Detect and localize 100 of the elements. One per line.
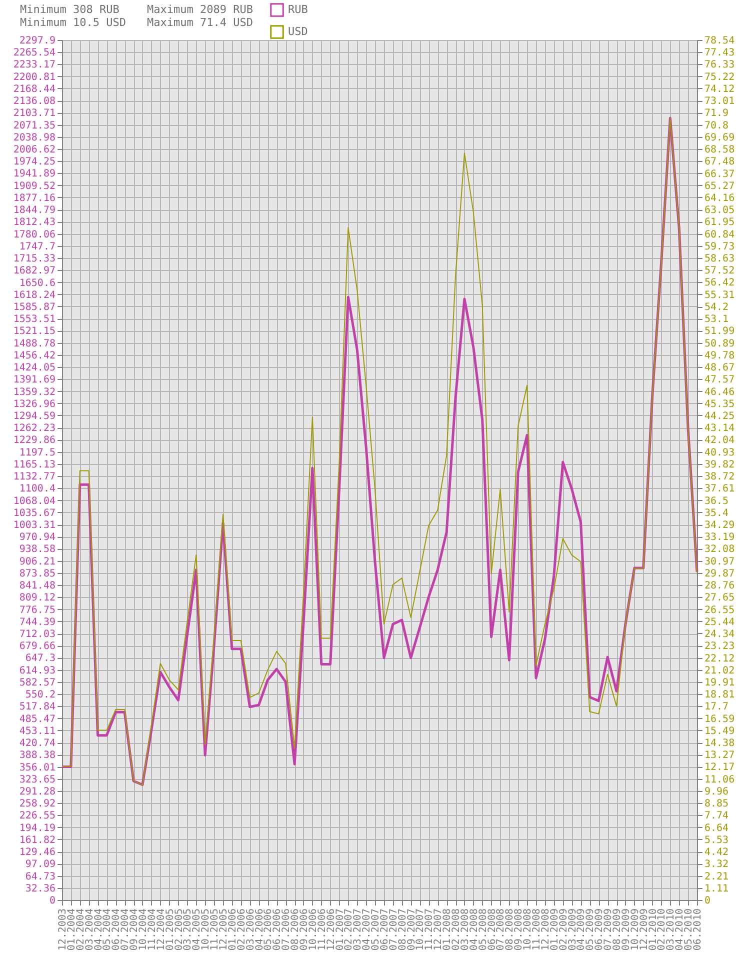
x-tick-label: 04.2008 [468, 908, 480, 951]
y2-tick-label: 73.01 [704, 96, 735, 108]
y-tick-label: 1326.96 [13, 398, 56, 410]
y2-tick-label: 47.57 [704, 374, 735, 386]
x-tick-label: 03.2008 [460, 908, 471, 951]
y2-tick-label: 6.64 [704, 822, 729, 834]
y-tick-label: 129.46 [19, 847, 56, 858]
y-tick-label: 1488.78 [13, 338, 56, 350]
y2-tick-label: 11.06 [704, 774, 735, 786]
y2-tick-label: 35.4 [704, 508, 729, 519]
x-tick-label: 12.2003 [58, 908, 68, 951]
x-tick-label: 01.2005 [164, 908, 176, 951]
y-tick-label: 517.84 [19, 702, 56, 713]
y2-tick-label: 38.72 [704, 472, 735, 483]
y-tick-label: 647.3 [25, 653, 56, 664]
y2-tick-label: 77.43 [704, 48, 735, 59]
y-tick-label: 1035.67 [13, 508, 56, 519]
y-tick-label: 2038.98 [13, 132, 56, 144]
y-tick-label: 226.55 [19, 810, 56, 822]
y2-tick-label: 70.8 [704, 120, 729, 132]
x-tick-label: 11.2006 [316, 908, 328, 951]
x-tick-label: 08.2007 [397, 908, 408, 951]
y-tick-label: 2136.08 [13, 96, 56, 108]
y2-tick-label: 34.29 [704, 520, 735, 532]
y-tick-label: 1974.25 [13, 156, 56, 168]
y2-tick-label: 19.91 [704, 677, 735, 688]
y2-tick-label: 55.31 [704, 290, 735, 301]
y-tick-label: 64.73 [25, 871, 56, 882]
y-tick-label: 1812.43 [13, 217, 56, 228]
y-tick-label: 32.36 [25, 883, 56, 894]
text: Maximum 2089 RUB [147, 3, 253, 16]
y-tick-label: 1100.4 [19, 484, 56, 495]
text: Minimum 10.5 USD [20, 16, 126, 29]
y2-tick-label: 30.97 [704, 556, 735, 568]
y2-tick-label: 69.69 [704, 132, 735, 144]
x-tick-label: 05.2008 [478, 908, 489, 951]
y2-tick-label: 27.65 [704, 592, 735, 604]
y2-tick-label: 22.12 [704, 653, 735, 664]
x-tick-label: 01.2009 [549, 908, 560, 951]
y2-tick-label: 75.22 [704, 72, 735, 83]
y-tick-label: 194.19 [19, 822, 56, 834]
y-tick-label: 679.66 [19, 641, 56, 652]
x-tick-label: 02.2004 [75, 908, 86, 951]
x-tick-label: 07.2007 [388, 908, 400, 951]
y2-tick-label: 29.87 [704, 568, 735, 580]
y2-tick-label: 59.73 [704, 241, 735, 252]
y-tick-label: 906.21 [19, 556, 56, 568]
y2-tick-label: 56.42 [704, 278, 735, 289]
y2-tick-label: 74.12 [704, 84, 735, 95]
y2-tick-label: 63.05 [704, 205, 735, 216]
y2-tick-label: 43.14 [704, 423, 735, 434]
y2-tick-label: 39.82 [704, 459, 735, 470]
y-tick-label: 1229.86 [13, 435, 56, 446]
x-tick-label: 01.2006 [227, 908, 238, 951]
y2-tick-label: 36.5 [704, 496, 729, 507]
y2-tick-label: 4.42 [704, 847, 729, 858]
y2-tick-label: 67.48 [704, 156, 735, 168]
y-tick-label: 0 [49, 896, 56, 906]
y2-tick-label: 16.59 [704, 714, 735, 725]
y-tick-label: 1682.97 [13, 266, 56, 277]
y2-tick-label: 54.2 [704, 302, 729, 314]
y2-tick-label: 21.02 [704, 665, 735, 676]
y2-tick-label: 23.23 [704, 641, 735, 652]
y2-tick-label: 28.76 [704, 580, 735, 592]
y-tick-label: 2168.44 [13, 84, 56, 95]
y-tick-label: 2265.54 [13, 48, 56, 59]
y2-tick-label: 0 [704, 896, 711, 906]
y-tick-label: 485.47 [19, 714, 56, 725]
x-tick-label: 02.2006 [236, 908, 248, 951]
y2-tick-label: 44.25 [704, 410, 735, 422]
y2-tick-label: 7.74 [704, 810, 729, 822]
legend-label: USD [288, 25, 308, 38]
y2-tick-label: 15.49 [704, 726, 735, 737]
legend-label: RUB [288, 3, 308, 16]
y2-tick-label: 48.67 [704, 362, 735, 374]
y-tick-label: 1132.77 [13, 472, 56, 483]
y2-tick-label: 26.55 [704, 604, 735, 616]
y-tick-label: 1650.6 [19, 278, 56, 289]
y-tick-label: 1877.16 [13, 192, 56, 204]
y-tick-label: 2006.62 [13, 144, 56, 156]
text: Minimum 308 RUB [20, 3, 120, 16]
y-tick-label: 2200.81 [13, 72, 56, 83]
x-tick-label: 09.2006 [298, 908, 310, 951]
y-tick-label: 1585.87 [13, 302, 56, 313]
y-tick-label: 1068.04 [13, 496, 56, 507]
x-tick-label: 12.2006 [326, 908, 337, 951]
y2-tick-label: 9.96 [704, 786, 729, 798]
y-tick-label: 97.09 [25, 859, 56, 870]
y2-tick-label: 78.54 [704, 36, 735, 46]
y-tick-label: 258.92 [19, 798, 56, 810]
y-tick-label: 1456.42 [13, 350, 56, 362]
y2-tick-label: 53.1 [704, 314, 729, 326]
y-tick-label: 712.03 [19, 629, 56, 640]
x-tick-label: 09.2009 [620, 908, 632, 951]
y2-tick-label: 46.46 [704, 386, 735, 398]
y2-tick-label: 25.44 [704, 616, 735, 628]
y2-tick-label: 57.52 [704, 266, 735, 277]
y2-tick-label: 71.9 [704, 108, 729, 120]
y-tick-label: 776.75 [19, 604, 56, 616]
text: Maximum 71.4 USD [147, 16, 253, 29]
